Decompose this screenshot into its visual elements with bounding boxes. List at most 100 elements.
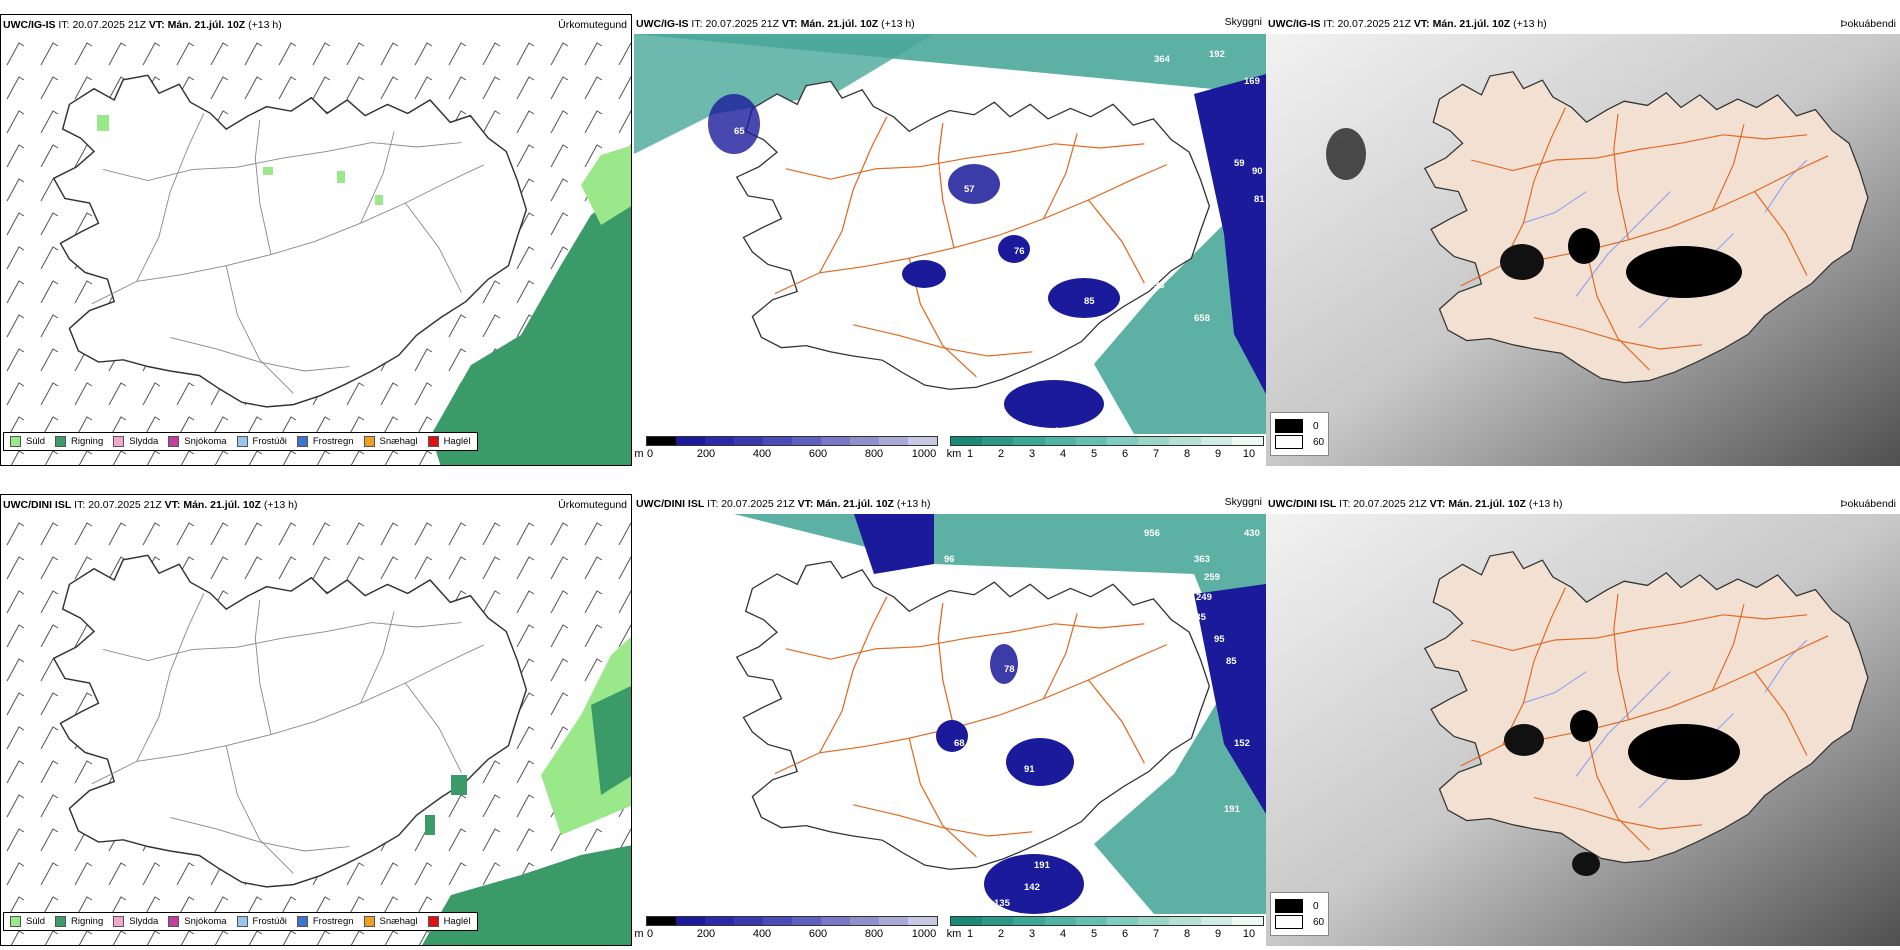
visibility-map[interactable]: 96 956 430 363 259 249 235 95 85 78 68 91 61 152 191 14… (634, 514, 1266, 914)
panel-header: UWC/DINI ISL IT: 20.07.2025 21Z VT: Mán.… (636, 498, 931, 510)
legend-swatch (363, 916, 375, 927)
panel-header: UWC/IG-IS IT: 20.07.2025 21Z VT: Mán. 21… (636, 18, 915, 30)
cloud-base-label: 105 (974, 913, 990, 914)
cloud-base-label: 658 (1194, 313, 1210, 324)
cloud-base-label: 192 (1209, 49, 1225, 60)
visibility-panel: UWC/DINI ISL IT: 20.07.2025 21Z VT: Mán.… (634, 494, 1266, 946)
cloud-base-label: 90 (1252, 166, 1263, 177)
cloud-base-label: 57 (964, 184, 975, 195)
cloud-base-label: 259 (1204, 572, 1220, 583)
cloud-base-label: 95 (1214, 634, 1225, 645)
visibility-map[interactable]: 3641921691141281523202602098575129102875… (634, 34, 1266, 434)
cloud-base-label: 78 (1004, 664, 1015, 675)
cloud-base-label: 135 (994, 898, 1010, 909)
panel-variable: Úrkomutegund (558, 19, 627, 31)
cloud-base-label: 60 (904, 206, 915, 217)
legend-swatch (363, 436, 375, 447)
legend-item: Snjókoma (168, 436, 227, 447)
legend-swatch (113, 436, 125, 447)
panel-header: UWC/DINI ISL IT: 20.07.2025 21Z VT: Mán.… (1268, 498, 1563, 510)
legend-item: Snjókoma (168, 916, 227, 927)
forecast-row-dini: UWC/DINI ISL IT: 20.07.2025 21Z VT: Mán.… (0, 494, 1900, 946)
cloud-base-label: 87 (934, 204, 945, 215)
cloud-base-label: 85 (1084, 296, 1095, 307)
fog-map[interactable] (1266, 34, 1900, 466)
cloud-base-label: 65 (734, 126, 745, 137)
visibility-colorbar: km 1 2 3 4 5 6 7 8 9 10 (944, 916, 1266, 946)
cloud-base-label: 38 (894, 239, 905, 250)
cloud-base-label: 152 (1234, 738, 1250, 749)
cloud-base-label: 82 (714, 184, 725, 195)
cloud-base-label: 956 (1144, 528, 1160, 539)
legend-swatch (55, 436, 67, 447)
rain-area (431, 186, 631, 465)
legend-swatch (10, 916, 21, 927)
cloud-base-label: 81 (1254, 194, 1265, 205)
precip-type-panel: UWC/IG-IS IT: 20.07.2025 21Z VT: Mán. 21… (0, 14, 632, 466)
cloud-base-label: 73 (934, 164, 945, 175)
legend-item: Rigning (55, 436, 103, 447)
precip-map[interactable] (1, 515, 631, 945)
fog-key: 0 60 (1270, 412, 1330, 456)
cloud-base-label: 835 (1094, 416, 1110, 427)
cloud-base-label: 59 (1234, 158, 1245, 169)
legend-item: Haglél (427, 436, 471, 447)
legend-item: Frostregn (296, 916, 354, 927)
rain-area (591, 685, 631, 795)
drizzle-area (581, 145, 631, 225)
cloud-base-label: 76 (1014, 246, 1025, 257)
cloud-base-label: 56 (952, 218, 963, 229)
legend-swatch (55, 916, 67, 927)
cloud-base-label: 61 (1074, 764, 1085, 775)
panel-variable: Skyggni (1224, 16, 1262, 28)
precip-legend: Súld Rigning Slydda Snjókoma Frostúði Fr… (3, 432, 478, 451)
legend-item: Frostúði (236, 916, 287, 927)
cloud-base-label: 86 (1034, 312, 1045, 323)
legend-swatch (168, 436, 180, 447)
cloud-base-label: 139 (984, 432, 1000, 434)
cloud-height-colorbar: m 0 200 400 600 800 1000 (634, 436, 938, 466)
forecast-row-ig-is: UWC/IG-IS IT: 20.07.2025 21Z VT: Mán. 21… (0, 14, 1900, 466)
panel-variable: Skyggni (1224, 496, 1262, 508)
panel-header: UWC/IG-IS IT: 20.07.2025 21Z VT: Mán. 21… (3, 19, 282, 31)
legend-item: Snæhagl (363, 436, 418, 447)
fog-index-panel: UWC/IG-IS IT: 20.07.2025 21Z VT: Mán. 21… (1266, 14, 1900, 466)
legend-item: Snæhagl (363, 916, 418, 927)
legend-swatch (236, 436, 248, 447)
cloud-base-label: 90 (884, 184, 895, 195)
legend-item: Slydda (113, 916, 158, 927)
legend-swatch (427, 436, 439, 447)
cloud-base-label: 33 (1154, 280, 1165, 291)
cloud-base-label: 364 (1154, 54, 1170, 65)
precip-legend: Súld Rigning Slydda Snjókoma Frostúði Fr… (3, 912, 478, 931)
legend-item: Súld (10, 916, 45, 927)
legend-item: Frostúði (236, 436, 287, 447)
cloud-base-label: 79 (834, 296, 845, 307)
cloud-base-label: 430 (1244, 528, 1260, 539)
legend-swatch (296, 916, 308, 927)
cloud-height-colorbar: m 0 200 400 600 800 1000 (634, 916, 938, 946)
cloud-base-label: 142 (1024, 882, 1040, 893)
cloud-base-label: 91 (1024, 764, 1035, 775)
legend-swatch (10, 436, 21, 447)
legend-swatch (113, 916, 125, 927)
legend-item: Frostregn (296, 436, 354, 447)
cloud-base-label: 144 (1054, 426, 1070, 434)
precip-map[interactable] (1, 35, 631, 465)
cloud-base-label: 169 (1244, 76, 1260, 87)
cloud-base-label: 191 (1034, 860, 1050, 871)
legend-item: Haglél (427, 916, 471, 927)
cloud-base-label: 85 (1226, 656, 1237, 667)
panel-variable: Úrkomutegund (558, 499, 627, 511)
panel-header: UWC/IG-IS IT: 20.07.2025 21Z VT: Mán. 21… (1268, 18, 1547, 30)
cloud-base-label: 68 (954, 738, 965, 749)
legend-item: Rigning (55, 916, 103, 927)
panel-header: UWC/DINI ISL IT: 20.07.2025 21Z VT: Mán.… (3, 499, 298, 511)
cloud-base-label: 363 (1194, 554, 1210, 565)
fog-map[interactable] (1266, 514, 1900, 946)
visibility-panel: UWC/IG-IS IT: 20.07.2025 21Z VT: Mán. 21… (634, 14, 1266, 466)
cloud-base-label: 59 (924, 194, 935, 205)
legend-swatch (427, 916, 439, 927)
cloud-base-label: 235 (1190, 612, 1206, 623)
cloud-base-label: 249 (1196, 592, 1212, 603)
